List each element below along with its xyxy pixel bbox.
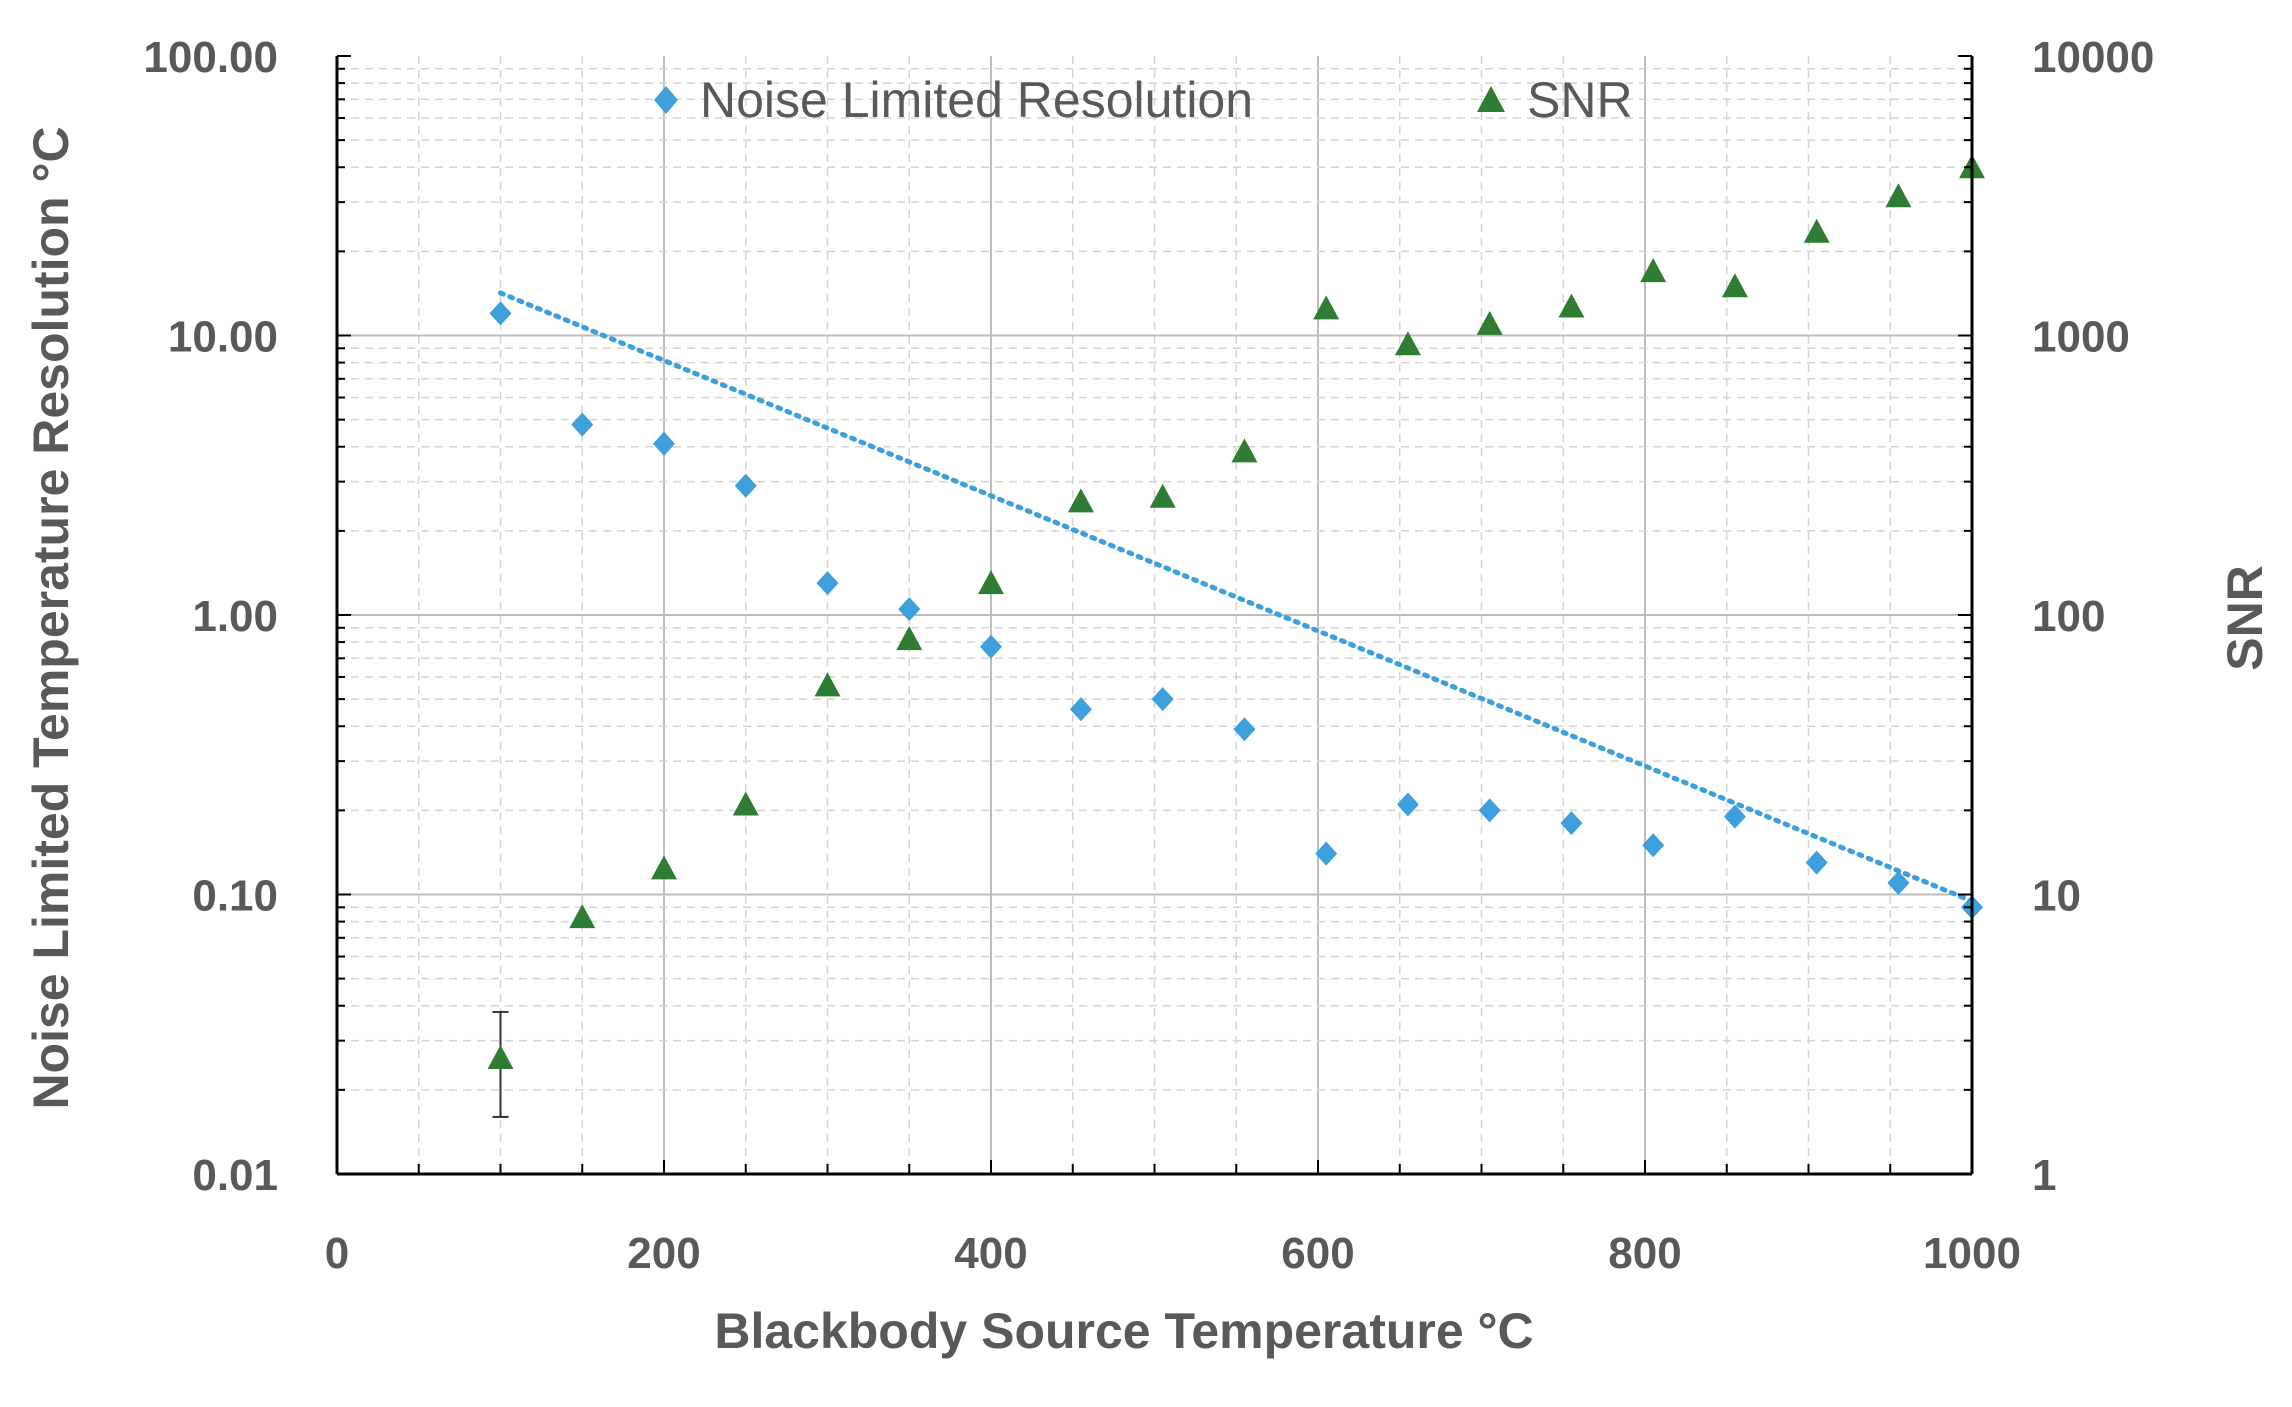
y-right-tick-label: 1000 bbox=[2032, 313, 2130, 362]
nlr-point bbox=[1069, 697, 1092, 722]
snr-point bbox=[978, 570, 1004, 595]
snr-point bbox=[732, 791, 759, 816]
snr-point bbox=[1067, 488, 1094, 513]
y-left-tick-label: 1.00 bbox=[192, 592, 278, 641]
snr-point bbox=[1885, 183, 1912, 208]
x-tick-label: 600 bbox=[1281, 1229, 1354, 1278]
y-left-tick-label: 0.01 bbox=[192, 1151, 278, 1200]
y-left-tick-label: 0.10 bbox=[192, 872, 278, 921]
nlr-point bbox=[1478, 798, 1501, 823]
nlr-point bbox=[1233, 717, 1256, 742]
nlr-point bbox=[1396, 792, 1419, 817]
snr-point bbox=[1721, 273, 1748, 298]
trendline-path bbox=[498, 290, 1975, 904]
snr-point bbox=[814, 672, 841, 697]
legend-label-snr: SNR bbox=[1527, 72, 1633, 128]
nlr-point bbox=[1805, 850, 1828, 875]
legend-triangle-icon bbox=[1477, 86, 1505, 112]
snr-point bbox=[896, 626, 923, 651]
x-tick-label: 1000 bbox=[1923, 1229, 2021, 1278]
nlr-point bbox=[571, 412, 594, 437]
y-right-tick-label: 100 bbox=[2032, 592, 2105, 641]
snr-point bbox=[569, 904, 596, 929]
y-left-tick-label: 100.00 bbox=[143, 33, 278, 82]
nlr-point bbox=[816, 571, 839, 596]
legend: Noise Limited Resolution SNR bbox=[654, 72, 1633, 128]
nlr-point bbox=[653, 431, 675, 456]
y-axis-left-title: Noise Limited Temperature Resolution °C bbox=[23, 126, 79, 1109]
x-tick-label: 200 bbox=[627, 1229, 700, 1278]
legend-label-noise: Noise Limited Resolution bbox=[700, 72, 1253, 128]
snr-point bbox=[651, 855, 677, 880]
nlr-point bbox=[1642, 833, 1665, 858]
nlr-point bbox=[1315, 841, 1338, 866]
x-tick-label: 400 bbox=[954, 1229, 1027, 1278]
snr-point bbox=[1394, 331, 1421, 356]
x-tick-label: 800 bbox=[1608, 1229, 1681, 1278]
snr-point bbox=[1149, 483, 1176, 508]
snr-point bbox=[1231, 438, 1258, 463]
nlr-point bbox=[734, 473, 757, 498]
y-right-tick-label: 1 bbox=[2032, 1151, 2056, 1200]
snr-point bbox=[1476, 310, 1503, 335]
snr-point bbox=[1313, 295, 1340, 320]
data-markers bbox=[487, 154, 1985, 1118]
nlr-point bbox=[898, 597, 921, 622]
nlr-point bbox=[1887, 870, 1910, 895]
nlr-point bbox=[489, 301, 512, 326]
y-right-tick-label: 10 bbox=[2032, 872, 2081, 921]
axes bbox=[335, 55, 1974, 1176]
snr-point bbox=[487, 1045, 514, 1070]
grid-lines bbox=[337, 56, 1972, 1174]
legend-diamond-icon bbox=[654, 86, 678, 114]
x-tick-label: 0 bbox=[325, 1229, 349, 1278]
nlr-point bbox=[980, 634, 1002, 659]
nlr-point bbox=[1560, 811, 1583, 836]
y-axis-right-title: SNR bbox=[2217, 565, 2273, 671]
snr-point bbox=[1558, 293, 1585, 318]
tick-labels: 0 200 400 600 800 1000 0.01 0.10 1.00 10.00 100.00… bbox=[143, 33, 2154, 1278]
trendline bbox=[498, 290, 1975, 904]
snr-point bbox=[1803, 218, 1830, 243]
snr-point bbox=[1640, 258, 1667, 283]
y-left-tick-label: 10.00 bbox=[168, 313, 278, 362]
nlr-point bbox=[1151, 687, 1174, 712]
x-axis-title: Blackbody Source Temperature °C bbox=[714, 1303, 1533, 1359]
y-right-tick-label: 10000 bbox=[2032, 33, 2154, 82]
nlr-point bbox=[1723, 804, 1746, 829]
